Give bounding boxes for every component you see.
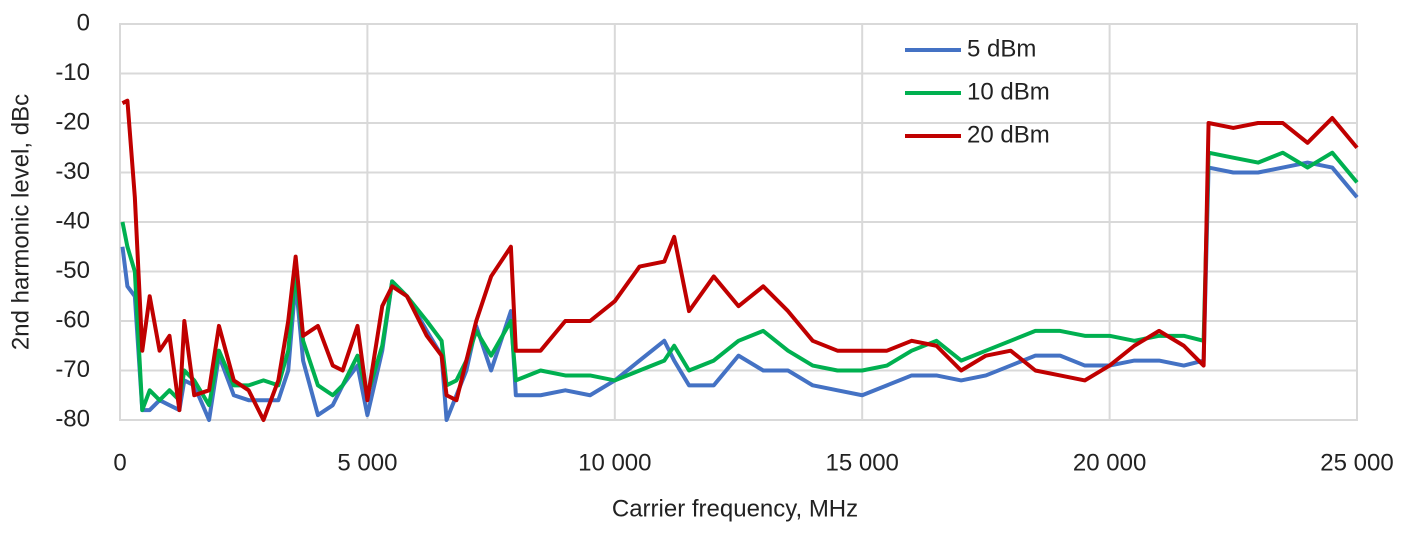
series-line <box>120 160 1359 422</box>
legend-label: 5 dBm <box>967 35 1036 62</box>
y-axis-label: 2nd harmonic level, dBc <box>7 94 34 350</box>
y-tick-label: -80 <box>55 405 90 432</box>
legend-label: 10 dBm <box>967 78 1050 105</box>
y-tick-label: -40 <box>55 207 90 234</box>
y-tick-label: -10 <box>55 59 90 86</box>
y-tick-label: 0 <box>77 9 90 36</box>
x-tick-label: 0 <box>113 449 126 476</box>
x-tick-label: 5 000 <box>337 449 397 476</box>
series-line <box>121 98 1359 422</box>
y-tick-label: -70 <box>55 356 90 383</box>
series-line <box>120 150 1359 413</box>
x-tick-label: 15 000 <box>825 449 898 476</box>
x-tick-label: 20 000 <box>1073 449 1146 476</box>
x-tick-label: 25 000 <box>1320 449 1393 476</box>
x-axis-label: Carrier frequency, MHz <box>612 495 858 522</box>
y-tick-label: -60 <box>55 306 90 333</box>
y-tick-label: -50 <box>55 257 90 284</box>
y-tick-label: -30 <box>55 158 90 185</box>
x-tick-label: 10 000 <box>578 449 651 476</box>
legend-label: 20 dBm <box>967 121 1050 148</box>
y-tick-label: -20 <box>55 108 90 135</box>
